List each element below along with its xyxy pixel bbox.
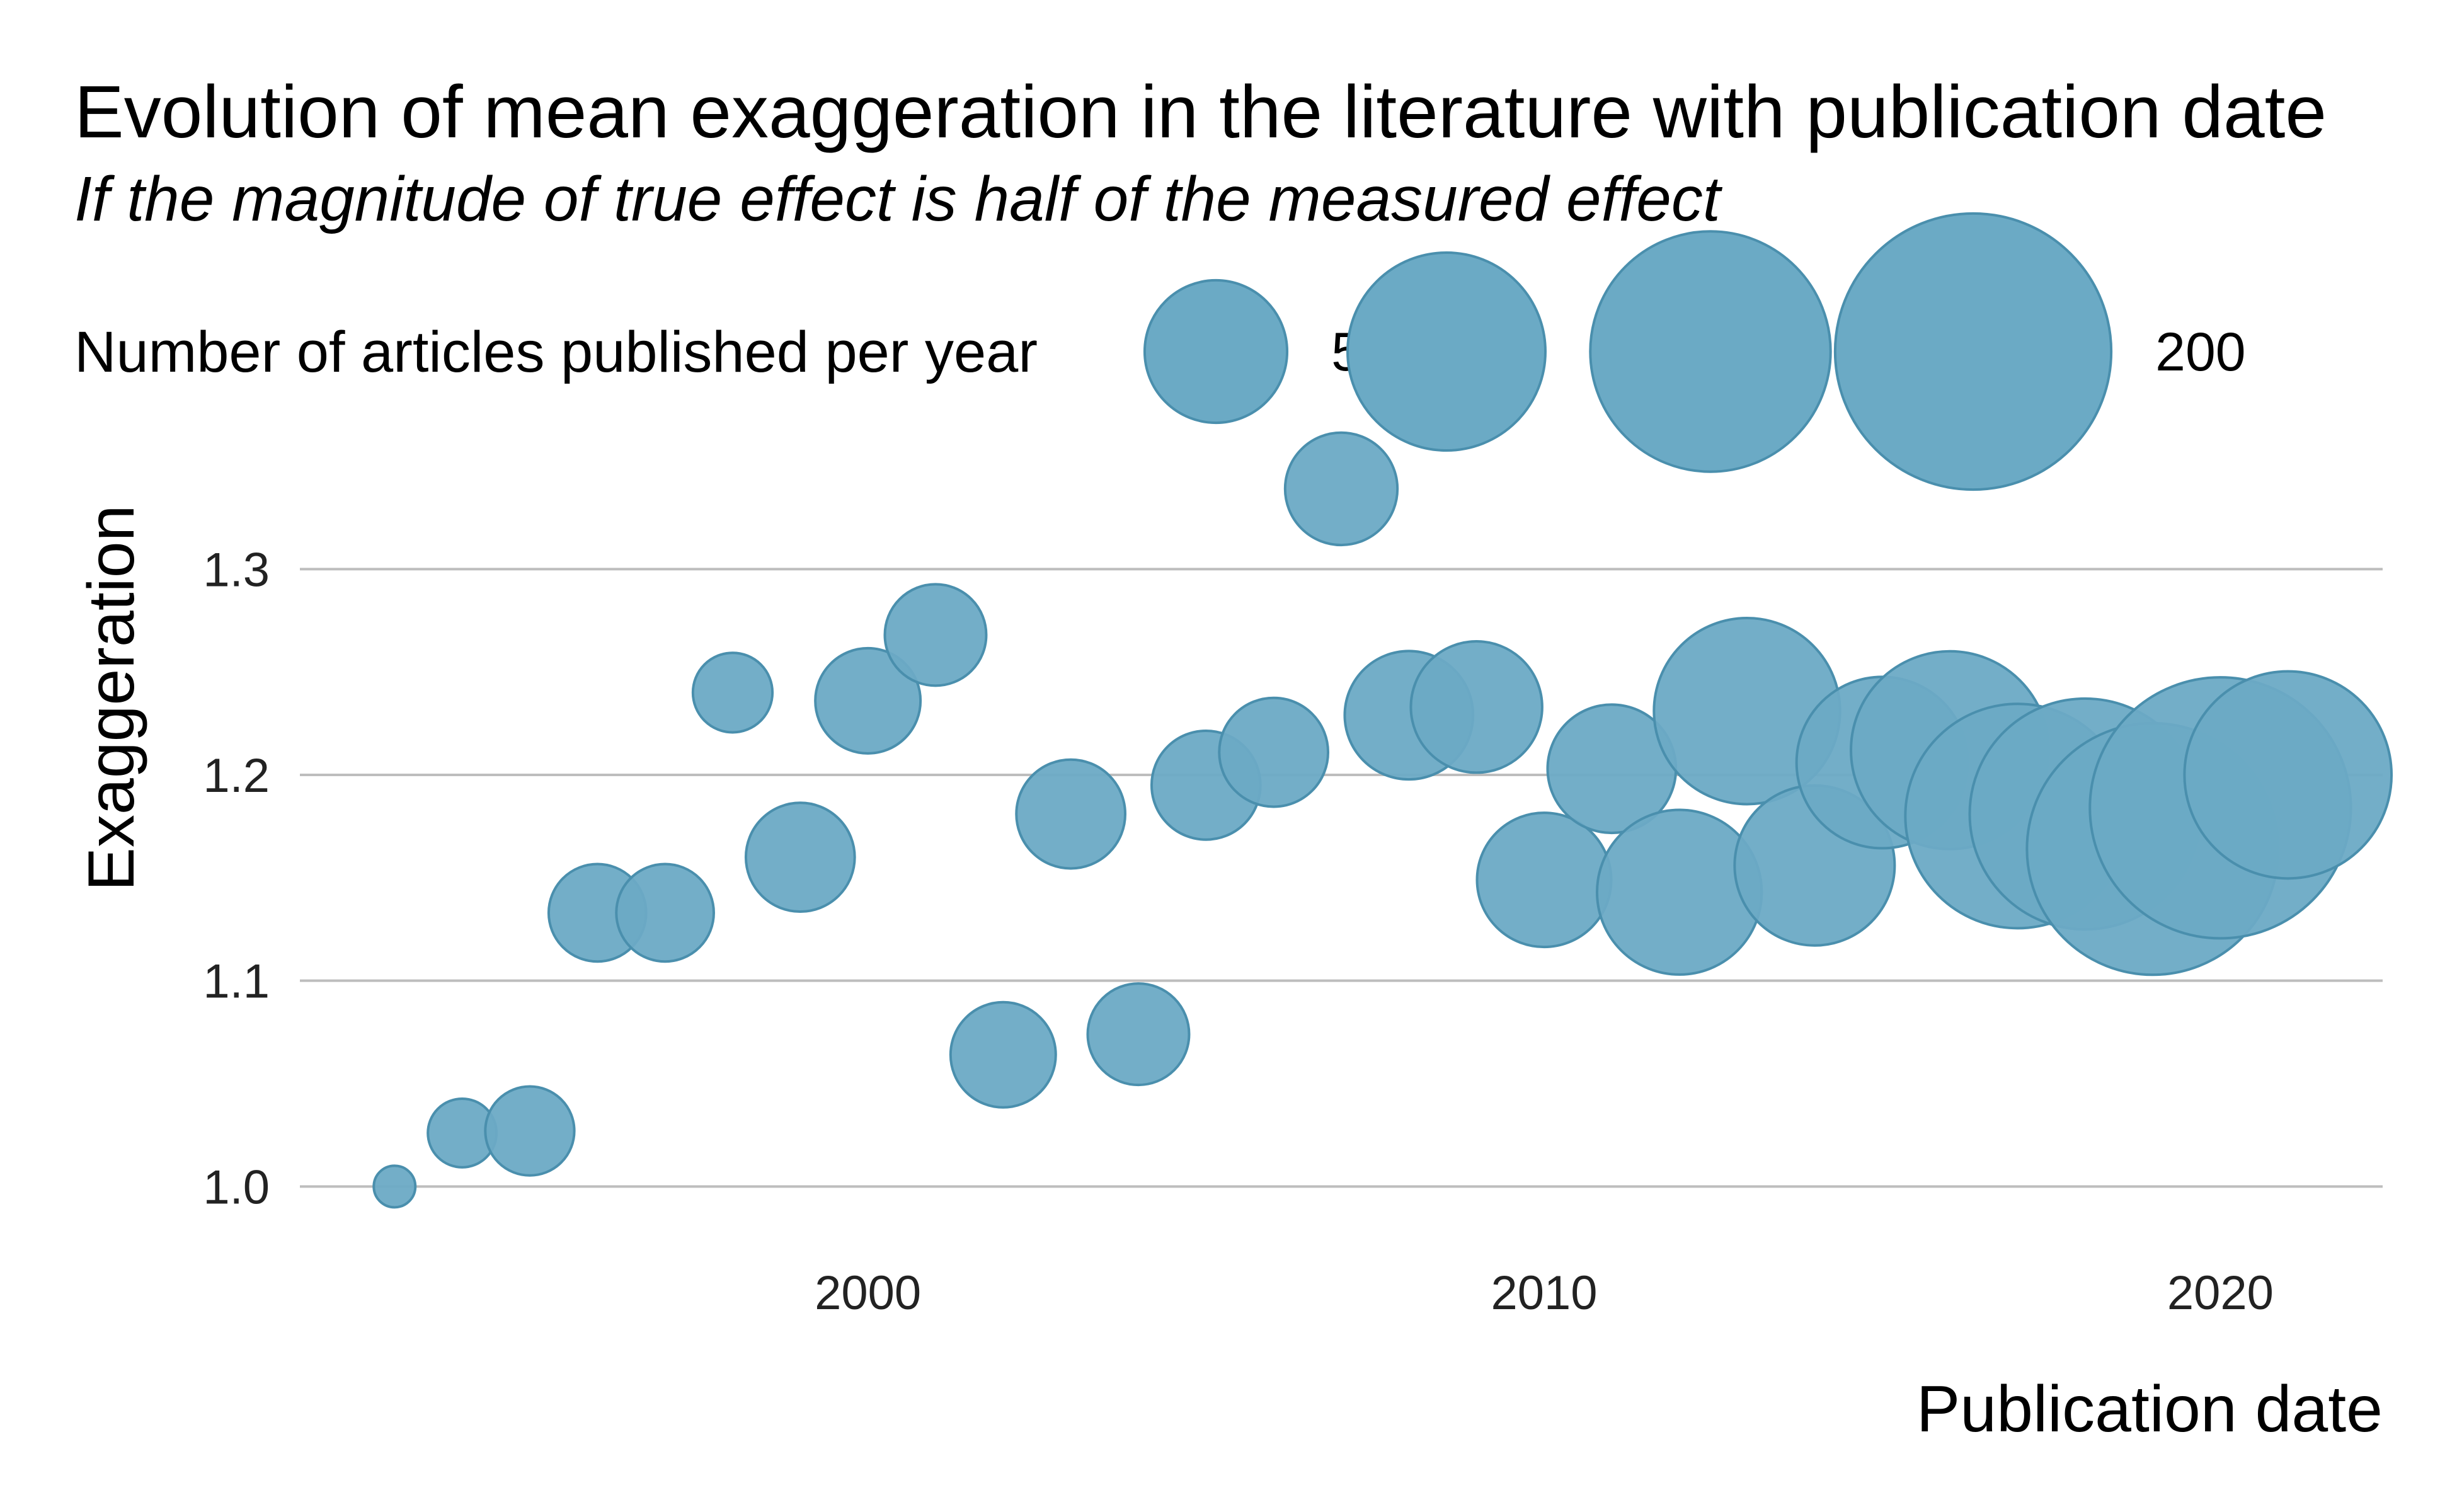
chart-title: Evolution of mean exaggeration in the li… [74,71,2327,154]
legend-size-label: 200 [2155,322,2246,382]
y-tick-label: 1.2 [203,749,270,803]
legend-size-circle [1143,278,1289,425]
x-tick-label: 2010 [1491,1266,1597,1320]
x-tick-label: 2020 [2167,1266,2274,1320]
data-point [1475,811,1613,949]
data-point [1595,808,1763,976]
data-points [372,431,2393,1209]
data-point [883,583,988,687]
data-point [2183,670,2393,880]
legend-size-circle [1346,251,1547,452]
data-point [615,862,715,963]
x-axis-ticks: 2000 2010 2020 [815,1266,2274,1320]
data-point [691,651,774,734]
data-point [1283,431,1399,547]
data-point [1218,696,1330,808]
data-point [744,801,856,914]
data-point [484,1085,576,1177]
legend-size-circle [1833,212,2113,491]
data-point [1086,982,1191,1087]
y-axis-ticks: 1.0 1.1 1.2 1.3 [203,543,270,1214]
size-legend: Number of articles published per year 50… [74,212,2246,491]
data-point [949,1000,1057,1109]
x-tick-label: 2000 [815,1266,921,1320]
y-axis-label: Exaggeration [75,505,148,891]
data-point [1409,639,1544,774]
y-tick-label: 1.3 [203,543,270,597]
y-tick-label: 1.1 [203,955,270,1009]
legend-size-circle [1589,230,1832,473]
data-point [1015,758,1127,870]
x-axis-label: Publication date [1916,1373,2383,1446]
legend-title: Number of articles published per year [74,320,1038,384]
data-point [814,646,922,755]
data-point [372,1164,417,1209]
y-tick-label: 1.0 [203,1160,270,1214]
chart-subtitle: If the magnitude of true effect is half … [74,164,1723,234]
